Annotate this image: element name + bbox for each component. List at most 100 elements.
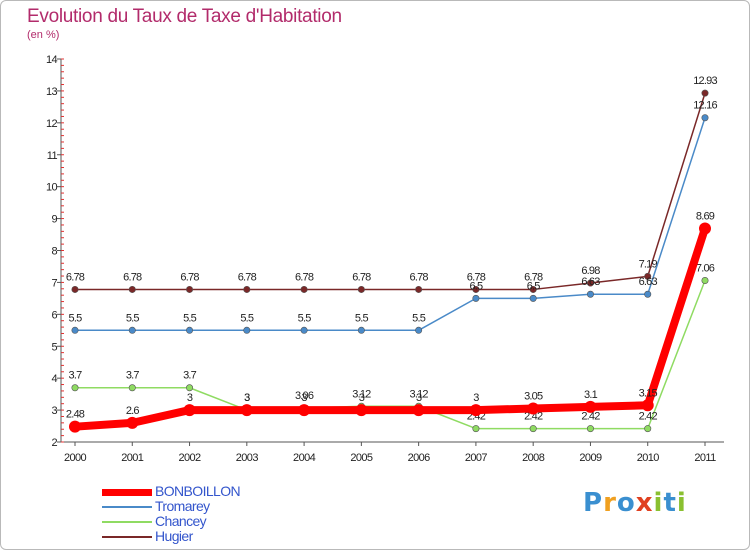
data-label: 2.48	[66, 409, 85, 421]
data-point	[584, 400, 597, 413]
data-label: 3	[187, 392, 193, 404]
y-tick-label: 5	[51, 341, 57, 353]
legend-swatch	[102, 506, 152, 508]
legend-label: Chancey	[155, 513, 207, 529]
y-tick-label: 3	[51, 405, 57, 417]
data-label: 7.19	[639, 258, 658, 270]
x-tick-label: 2009	[579, 452, 602, 464]
data-label: 3.7	[183, 370, 197, 382]
logo-letter: t	[663, 488, 677, 518]
data-label: 5.5	[298, 312, 312, 324]
data-point	[701, 89, 709, 97]
data-label: 3.12	[352, 388, 371, 400]
data-label: 6.78	[238, 271, 257, 283]
data-point	[701, 277, 709, 285]
logo-letter: x	[635, 488, 654, 518]
data-label: 5.5	[355, 312, 369, 324]
x-tick-label: 2002	[179, 452, 202, 464]
data-point	[300, 285, 308, 293]
logo-letter: i	[653, 488, 664, 518]
data-point	[357, 326, 365, 334]
data-point	[71, 384, 79, 392]
data-label: 5.5	[240, 312, 254, 324]
data-point	[186, 326, 194, 334]
data-point	[126, 416, 139, 429]
data-label: 3.1	[584, 389, 598, 401]
proxiti-logo: Proxiti	[583, 488, 687, 518]
x-tick-label: 2000	[64, 452, 87, 464]
data-point	[644, 290, 652, 298]
data-label: 5.5	[183, 312, 197, 324]
data-point	[128, 285, 136, 293]
data-label: 6.78	[180, 271, 199, 283]
data-label: 5.5	[69, 312, 83, 324]
y-tick-label: 4	[51, 373, 57, 385]
data-point	[529, 425, 537, 433]
data-point	[701, 114, 709, 122]
x-tick-label: 2004	[293, 452, 316, 464]
data-point	[529, 294, 537, 302]
data-point	[298, 404, 311, 417]
data-label: 6.98	[581, 265, 600, 277]
legend-label: Tromarey	[155, 498, 210, 514]
legend-swatch	[102, 489, 152, 496]
data-label: 3	[244, 392, 250, 404]
data-point	[412, 404, 425, 417]
data-label: 3	[473, 392, 479, 404]
data-label: 7.06	[696, 263, 715, 275]
data-point	[186, 384, 194, 392]
x-tick-label: 2008	[522, 452, 545, 464]
data-point	[586, 279, 594, 287]
logo-letter: i	[676, 488, 687, 518]
x-tick-label: 2007	[465, 452, 488, 464]
series-line-hugier	[74, 92, 706, 291]
logo-letter: P	[583, 488, 604, 518]
data-label: 6.78	[410, 271, 429, 283]
x-tick-label: 2006	[408, 452, 431, 464]
data-label: 3	[244, 392, 250, 404]
data-point	[641, 399, 654, 412]
data-label: 3	[301, 392, 307, 404]
data-label: 5.5	[412, 312, 426, 324]
data-label: 6.78	[123, 271, 142, 283]
y-tick-label: 2	[51, 437, 57, 449]
data-point	[472, 294, 480, 302]
logo-letter: r	[603, 488, 617, 518]
data-label: 12.16	[693, 100, 717, 112]
data-point	[472, 425, 480, 433]
chart-subtitle: (en %)	[27, 29, 60, 41]
data-point	[472, 285, 480, 293]
data-point	[699, 222, 711, 235]
x-tick-label: 2003	[236, 452, 259, 464]
x-tick-label: 2001	[121, 452, 144, 464]
data-label: 6.5	[469, 280, 483, 292]
data-point	[240, 404, 253, 417]
data-label: 6.5	[527, 280, 541, 292]
series-line-bonboillon	[71, 224, 709, 431]
data-label: 3.7	[126, 370, 140, 382]
data-point	[644, 272, 652, 280]
data-label: 3.05	[524, 390, 543, 402]
data-label: 3.7	[69, 370, 83, 382]
logo-letter: o	[616, 488, 636, 518]
data-point	[415, 285, 423, 293]
x-tick-label: 2005	[350, 452, 373, 464]
data-label: 6.78	[524, 271, 543, 283]
data-point	[128, 384, 136, 392]
data-point	[243, 285, 251, 293]
data-point	[186, 285, 194, 293]
data-point	[527, 402, 540, 415]
y-tick-label: 13	[46, 86, 58, 98]
data-label: 3.12	[410, 388, 429, 400]
data-label: 8.69	[696, 210, 715, 222]
data-label: 3.15	[639, 387, 658, 399]
data-point	[71, 285, 79, 293]
data-point	[586, 425, 594, 433]
data-point	[243, 326, 251, 334]
y-tick-label: 8	[51, 246, 57, 258]
data-point	[529, 285, 537, 293]
data-label: 2.42	[524, 411, 543, 423]
y-tick-label: 14	[46, 54, 58, 66]
data-point	[69, 420, 81, 433]
